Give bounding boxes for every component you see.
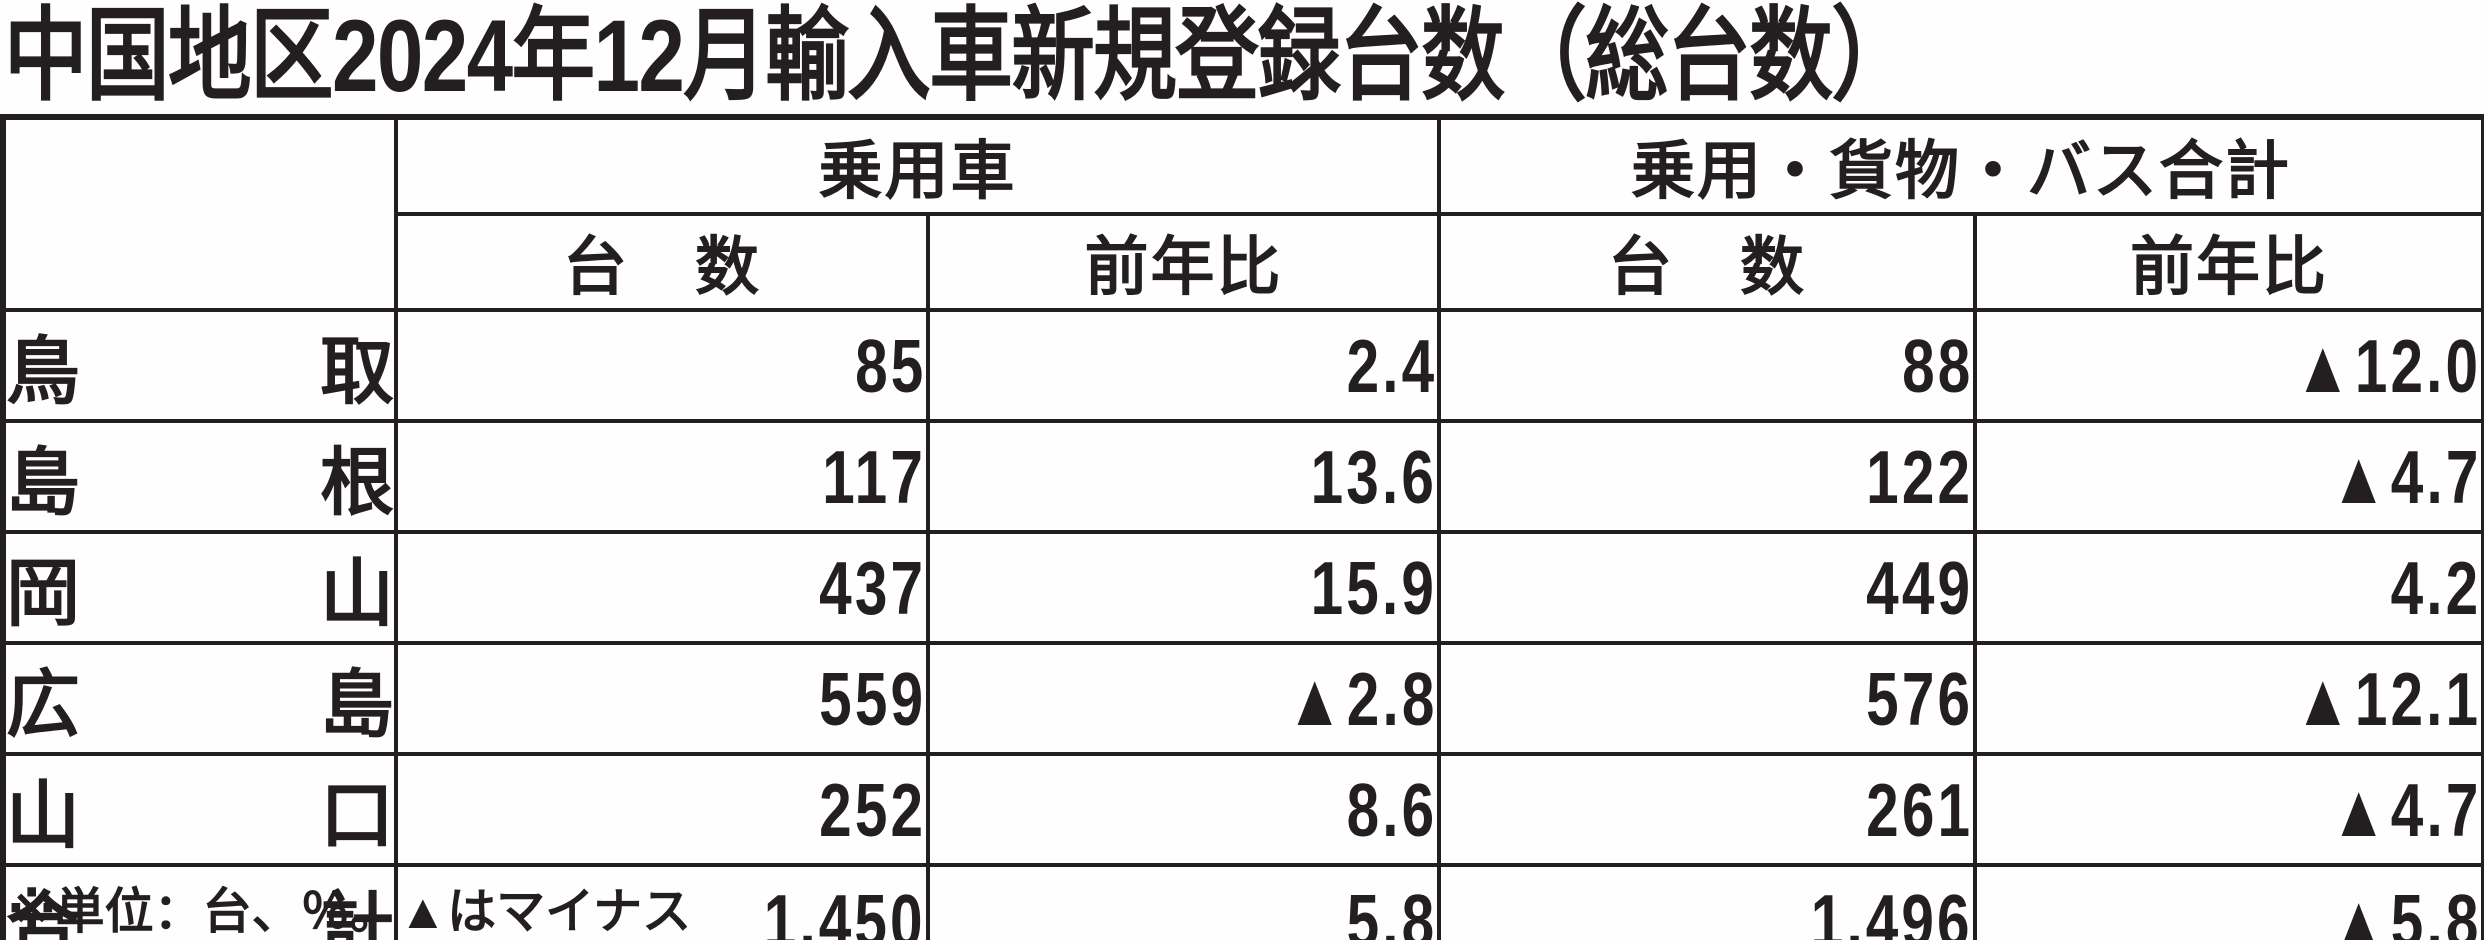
total-yoy-value: ▲12.1: [1973, 641, 2484, 756]
total-yoy-value: 4.2: [1973, 530, 2484, 645]
total-yoy-value: ▲12.0: [1973, 308, 2484, 423]
region-label: 合計: [1, 863, 398, 940]
region-label: 島根: [1, 419, 398, 534]
passenger-units-value: 252: [394, 752, 930, 867]
total-units-value: 449: [1437, 530, 1977, 645]
passenger-yoy-value: 8.6: [926, 752, 1441, 867]
footnote: ※単位：台、％。▲はマイナス: [8, 885, 692, 939]
total-units-header: 台 数: [1437, 212, 1977, 312]
table-row-hiroshima: 広島 559 ▲2.8 576 ▲12.1: [1, 641, 2484, 756]
region-column-header: [1, 115, 398, 312]
header-row-groups: 乗用車 乗用・貨物・バス合計: [1, 115, 2484, 312]
table-row-yamaguchi: 山口 252 8.6 261 ▲4.7: [1, 752, 2484, 867]
table-row-shimane: 島根 117 13.6 122 ▲4.7: [1, 419, 2484, 534]
passenger-units-value: 559: [394, 641, 930, 756]
region-label: 広島: [1, 641, 398, 756]
passenger-yoy-value: 5.8: [926, 863, 1441, 940]
passenger-units-value: 1,450: [394, 863, 930, 940]
passenger-yoy-value: 15.9: [926, 530, 1441, 645]
total-yoy-value: ▲4.7: [1973, 752, 2484, 867]
registration-table: 乗用車 乗用・貨物・バス合計 台 数 前年比 台 数 前年比 鳥取 85 2.4…: [0, 114, 2484, 940]
table-row-total: 合計 1,450 5.8 1,496 ▲5.8: [1, 863, 2484, 940]
passenger-yoy-header: 前年比: [926, 212, 1441, 312]
total-units-value: 261: [1437, 752, 1977, 867]
region-label: 山口: [1, 752, 398, 867]
total-units-value: 576: [1437, 641, 1977, 756]
page-title: 中国地区2024年12月輸入車新規登録台数（総台数）: [4, 0, 1915, 113]
region-label: 鳥取: [1, 308, 398, 423]
passenger-yoy-value: 13.6: [926, 419, 1441, 534]
table-row-tottori: 鳥取 85 2.4 88 ▲12.0: [1, 308, 2484, 423]
passenger-group-header: 乗用車: [394, 115, 1441, 216]
passenger-units-header: 台 数: [394, 212, 930, 312]
total-units-value: 122: [1437, 419, 1977, 534]
total-yoy-header: 前年比: [1973, 212, 2484, 312]
passenger-units-value: 437: [394, 530, 930, 645]
total-yoy-value: ▲5.8: [1973, 863, 2484, 940]
total-units-value: 1,496: [1437, 863, 1977, 940]
total-units-value: 88: [1437, 308, 1977, 423]
passenger-units-value: 85: [394, 308, 930, 423]
table-row-okayama: 岡山 437 15.9 449 4.2: [1, 530, 2484, 645]
total-yoy-value: ▲4.7: [1973, 419, 2484, 534]
passenger-yoy-value: ▲2.8: [926, 641, 1441, 756]
passenger-yoy-value: 2.4: [926, 308, 1441, 423]
region-label: 岡山: [1, 530, 398, 645]
passenger-units-value: 117: [394, 419, 930, 534]
header-row-subcolumns: 台 数 前年比 台 数 前年比: [3, 212, 2484, 312]
total-group-header: 乗用・貨物・バス合計: [1437, 115, 2484, 216]
